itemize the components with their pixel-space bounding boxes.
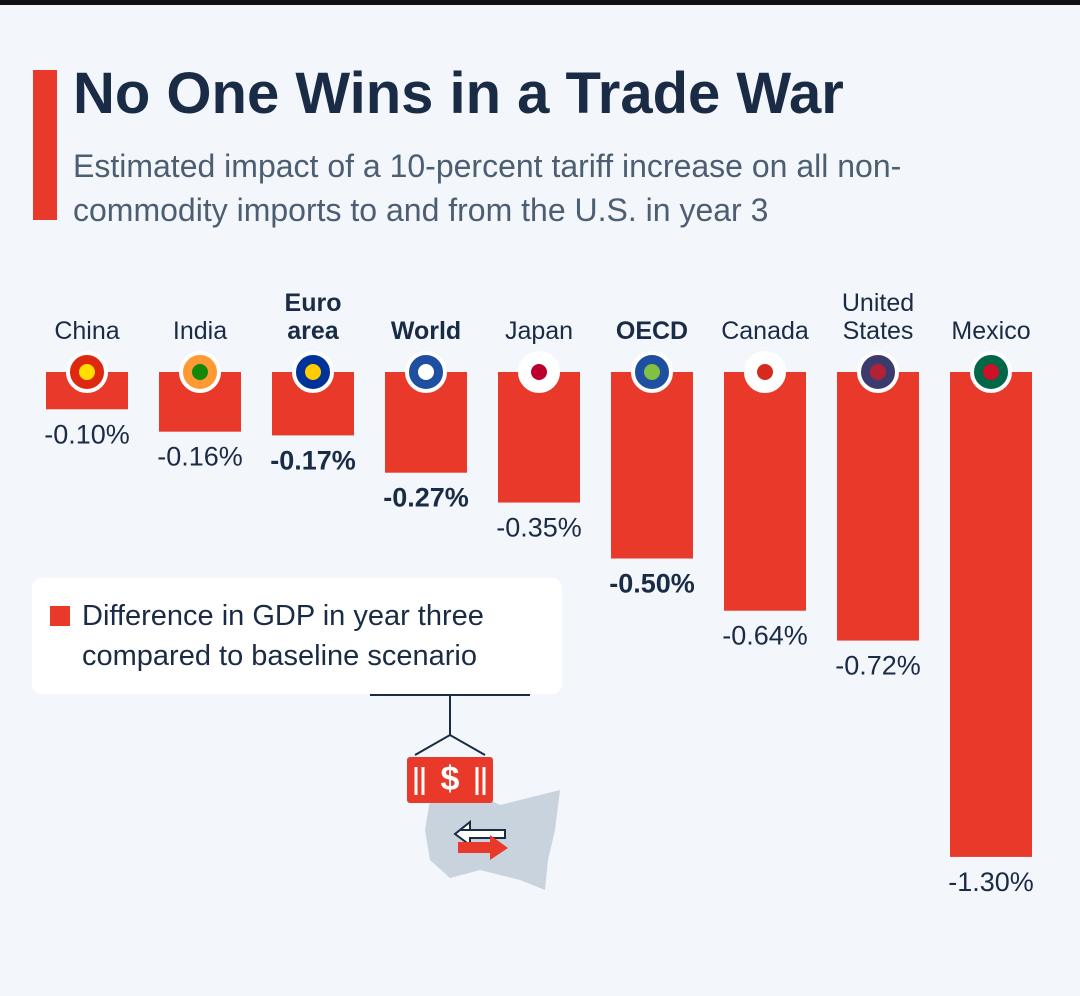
- category-label: India: [172, 317, 228, 345]
- value-label: -0.27%: [383, 483, 469, 513]
- value-label: -0.10%: [44, 419, 130, 449]
- value-label: -0.16%: [157, 442, 243, 472]
- category-label: Mexico: [951, 317, 1031, 345]
- top-border: [0, 0, 1080, 5]
- flag-detail: [757, 364, 773, 380]
- category-label: Japan: [504, 317, 574, 345]
- bar: [950, 372, 1032, 857]
- value-label: -0.17%: [270, 445, 356, 475]
- bar: [498, 372, 580, 503]
- flag-detail: [305, 364, 321, 380]
- value-label: -0.35%: [496, 513, 582, 543]
- flag-detail: [192, 364, 208, 380]
- flag-detail: [79, 364, 95, 380]
- category-label: World: [390, 317, 462, 345]
- flag-detail: [418, 364, 434, 380]
- category-label: China: [54, 317, 120, 345]
- value-label: -0.64%: [722, 621, 808, 651]
- category-label: Canada: [721, 317, 809, 345]
- category-label: OECD: [615, 317, 689, 345]
- flag-detail: [983, 364, 999, 380]
- legend-swatch: [50, 606, 70, 626]
- flag-detail: [644, 364, 660, 380]
- value-label: -1.30%: [948, 867, 1034, 897]
- chart-subtitle: Estimated impact of a 10-percent tariff …: [73, 148, 902, 228]
- bar: [724, 372, 806, 611]
- flag-detail: [870, 364, 886, 380]
- flag-detail: [531, 364, 547, 380]
- category-label: Euro area: [284, 289, 342, 345]
- legend: Difference in GDP in year three compared…: [32, 578, 562, 694]
- chart-title: No One Wins in a Trade War: [73, 61, 844, 126]
- accent-bar: [33, 70, 57, 220]
- category-label: United States: [841, 289, 915, 345]
- value-label: -0.72%: [835, 651, 921, 681]
- bar: [611, 372, 693, 559]
- bar: [837, 372, 919, 641]
- container-illustration: $: [370, 694, 560, 890]
- svg-text:$: $: [441, 760, 460, 798]
- legend-label: Difference in GDP in year three compared…: [82, 600, 484, 672]
- value-label: -0.50%: [609, 569, 695, 599]
